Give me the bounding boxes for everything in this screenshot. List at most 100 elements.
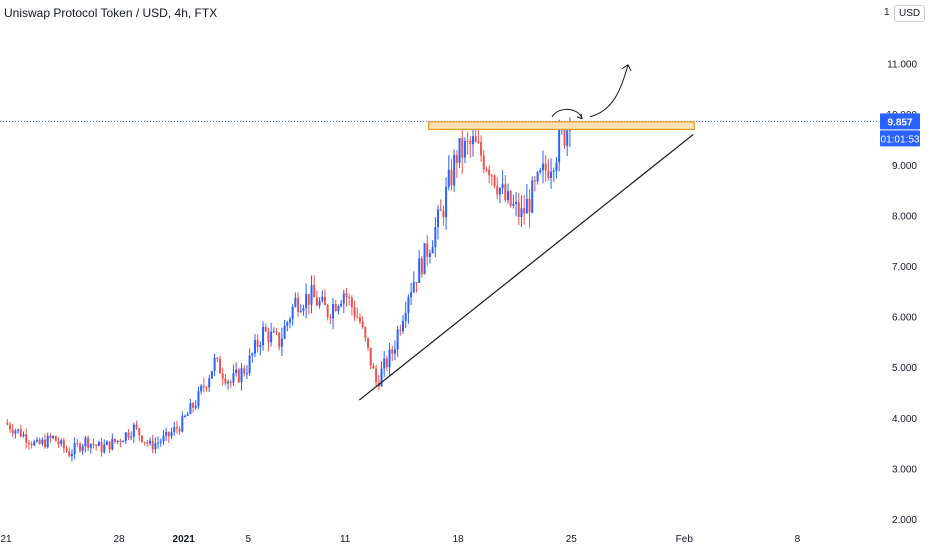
candle-body — [237, 369, 240, 383]
candle-body — [525, 199, 528, 214]
candle-body — [388, 349, 391, 368]
candle-body — [310, 285, 313, 305]
candle-body — [60, 440, 63, 445]
candle-body — [221, 373, 224, 379]
candle-body — [41, 439, 44, 444]
candle-body — [439, 209, 442, 211]
x-tick-label: 11 — [340, 534, 351, 545]
candle-body — [192, 403, 195, 408]
candle-body — [216, 357, 219, 359]
candle-body — [437, 209, 440, 228]
candle-body — [423, 243, 426, 275]
candle-body — [189, 403, 192, 414]
x-tick-label: 21 — [0, 534, 12, 545]
candle-body — [57, 441, 60, 445]
candle-body — [124, 432, 127, 442]
candle-body — [87, 437, 90, 448]
candle-body — [256, 340, 259, 347]
candle-body — [350, 297, 353, 308]
candle-body — [332, 304, 335, 319]
candle-body — [480, 142, 483, 156]
candle-body — [283, 325, 286, 339]
candle-body — [469, 141, 472, 145]
candle-body — [33, 441, 36, 446]
candle-body — [334, 304, 337, 311]
candle-body — [270, 331, 273, 343]
candle-body — [227, 381, 230, 384]
candle-body — [122, 441, 125, 443]
y-tick-label: 2.000 — [892, 515, 917, 526]
breakout-arrow-tip-2 — [621, 64, 632, 71]
candle-body — [415, 282, 418, 284]
candle-body — [531, 180, 534, 213]
candle-body — [30, 443, 33, 446]
clipped-axis-tick: 1 — [884, 7, 890, 18]
candle-body — [418, 258, 421, 283]
candle-body — [504, 184, 507, 201]
candle-body — [253, 340, 256, 354]
x-tick-label: 28 — [113, 534, 125, 545]
candle-body — [76, 443, 79, 445]
candle-body — [305, 294, 308, 309]
breakout-arrow-curve-2 — [589, 64, 629, 118]
candle-body — [165, 431, 168, 436]
candle-body — [159, 441, 162, 443]
candle-body — [154, 443, 157, 450]
candle-body — [399, 329, 402, 332]
candle-body — [391, 349, 394, 354]
candle-body — [62, 440, 65, 449]
candle-body — [49, 435, 52, 438]
candle-body — [385, 358, 388, 368]
candle-body — [81, 446, 84, 451]
candle-body — [132, 424, 135, 437]
candle-body — [25, 434, 28, 443]
x-tick-label: 8 — [795, 534, 801, 545]
candle-body — [533, 180, 536, 182]
candle-body — [262, 326, 265, 346]
candle-body — [135, 424, 138, 429]
candle-body — [19, 429, 22, 437]
candle-body — [547, 170, 550, 178]
candle-body — [544, 163, 547, 171]
breakout-arrow-curve-1 — [551, 108, 583, 119]
candle-body — [175, 426, 178, 429]
y-tick-label: 3.000 — [892, 464, 917, 475]
candle-body — [420, 258, 423, 275]
candle-body — [364, 327, 367, 339]
candle-body — [173, 426, 176, 433]
candle-body — [116, 440, 119, 442]
candle-body — [92, 443, 95, 445]
y-tick-label: 6.000 — [892, 313, 917, 324]
candle-body — [541, 163, 544, 171]
breakout-arrow-tip-1 — [576, 113, 583, 120]
candle-body — [157, 442, 160, 444]
candle-body — [431, 247, 434, 254]
countdown-label: 01:01:53 — [881, 134, 920, 145]
candle-body — [539, 170, 542, 173]
candle-body — [218, 358, 221, 374]
candle-body — [68, 451, 71, 457]
chart-title: Uniswap Protocol Token / USD, 4h, FTX — [4, 6, 218, 20]
candle-body — [528, 199, 531, 213]
candle-body — [84, 437, 87, 447]
candle-body — [318, 301, 321, 306]
candle-body — [315, 297, 318, 306]
candle-body — [240, 368, 243, 383]
candle-body — [146, 442, 149, 444]
candle-body — [183, 415, 186, 417]
candle-body — [46, 435, 49, 448]
candle-body — [9, 424, 12, 430]
breakout-arrow — [551, 64, 632, 120]
candle-body — [208, 378, 211, 388]
currency-badge[interactable]: USD — [894, 5, 926, 22]
candle-body — [140, 435, 143, 442]
candle-body — [232, 372, 235, 383]
candle-body — [313, 285, 316, 298]
candle-body — [17, 429, 20, 431]
candle-body — [345, 293, 348, 298]
candle-body — [447, 169, 450, 187]
candle-body — [445, 186, 448, 218]
candle-body — [178, 428, 181, 432]
candles — [6, 117, 571, 462]
candle-body — [111, 438, 114, 450]
